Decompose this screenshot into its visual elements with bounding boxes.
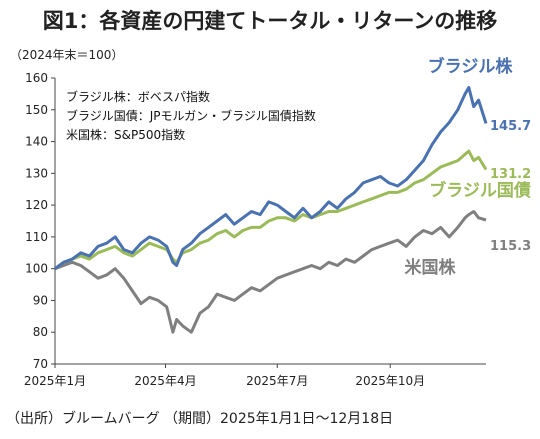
series-lines (54, 86, 488, 334)
series-end-value-label: 131.2 (490, 167, 531, 182)
y-tick-label: 120 (25, 198, 48, 212)
series-name-label: ブラジル株 (428, 56, 514, 77)
series-name-label: ブラジル国債 (429, 180, 531, 201)
chart-title: 図1：各資産の円建てトータル・リターンの推移 (42, 9, 498, 33)
y-unit-label: （2024年末＝100） (10, 48, 124, 62)
legend-notes: ブラジル株：ボベスパ指数ブラジル国債：JPモルガン・ブラジル国債指数米国株：S&… (66, 89, 316, 142)
legend-note: ブラジル国債：JPモルガン・ブラジル国債指数 (66, 108, 316, 123)
series-line (54, 210, 487, 334)
x-tick-label: 2025年4月 (134, 374, 196, 388)
series-line (54, 149, 488, 270)
y-tick-label: 140 (25, 135, 48, 149)
x-tick-label: 2025年1月 (24, 374, 86, 388)
x-tick-label: 2025年7月 (246, 374, 308, 388)
series-line (54, 86, 488, 270)
y-tick-label: 150 (25, 103, 48, 117)
y-tick-label: 90 (33, 293, 48, 307)
source-note: （出所）ブルームバーグ （期間）2025年1月1日～12月18日 (6, 411, 394, 427)
legend-note: ブラジル株：ボベスパ指数 (66, 89, 210, 104)
y-tick-label: 70 (33, 357, 48, 371)
legend-note: 米国株：S&P500指数 (66, 127, 185, 142)
series-end-value-label: 115.3 (490, 239, 531, 254)
y-tick-label: 100 (25, 262, 48, 276)
y-tick-label: 160 (25, 71, 48, 85)
y-tick-label: 110 (25, 230, 48, 244)
y-tick-label: 80 (33, 325, 48, 339)
series-name-label: 米国株 (405, 257, 457, 278)
y-tick-label: 130 (25, 166, 48, 180)
x-tick-label: 2025年10月 (355, 374, 425, 388)
axes: 70 80 90 100 110 120 130 140 150 160 2025年1月 2025年4… (24, 71, 486, 388)
series-end-value-label: 145.7 (490, 119, 531, 134)
